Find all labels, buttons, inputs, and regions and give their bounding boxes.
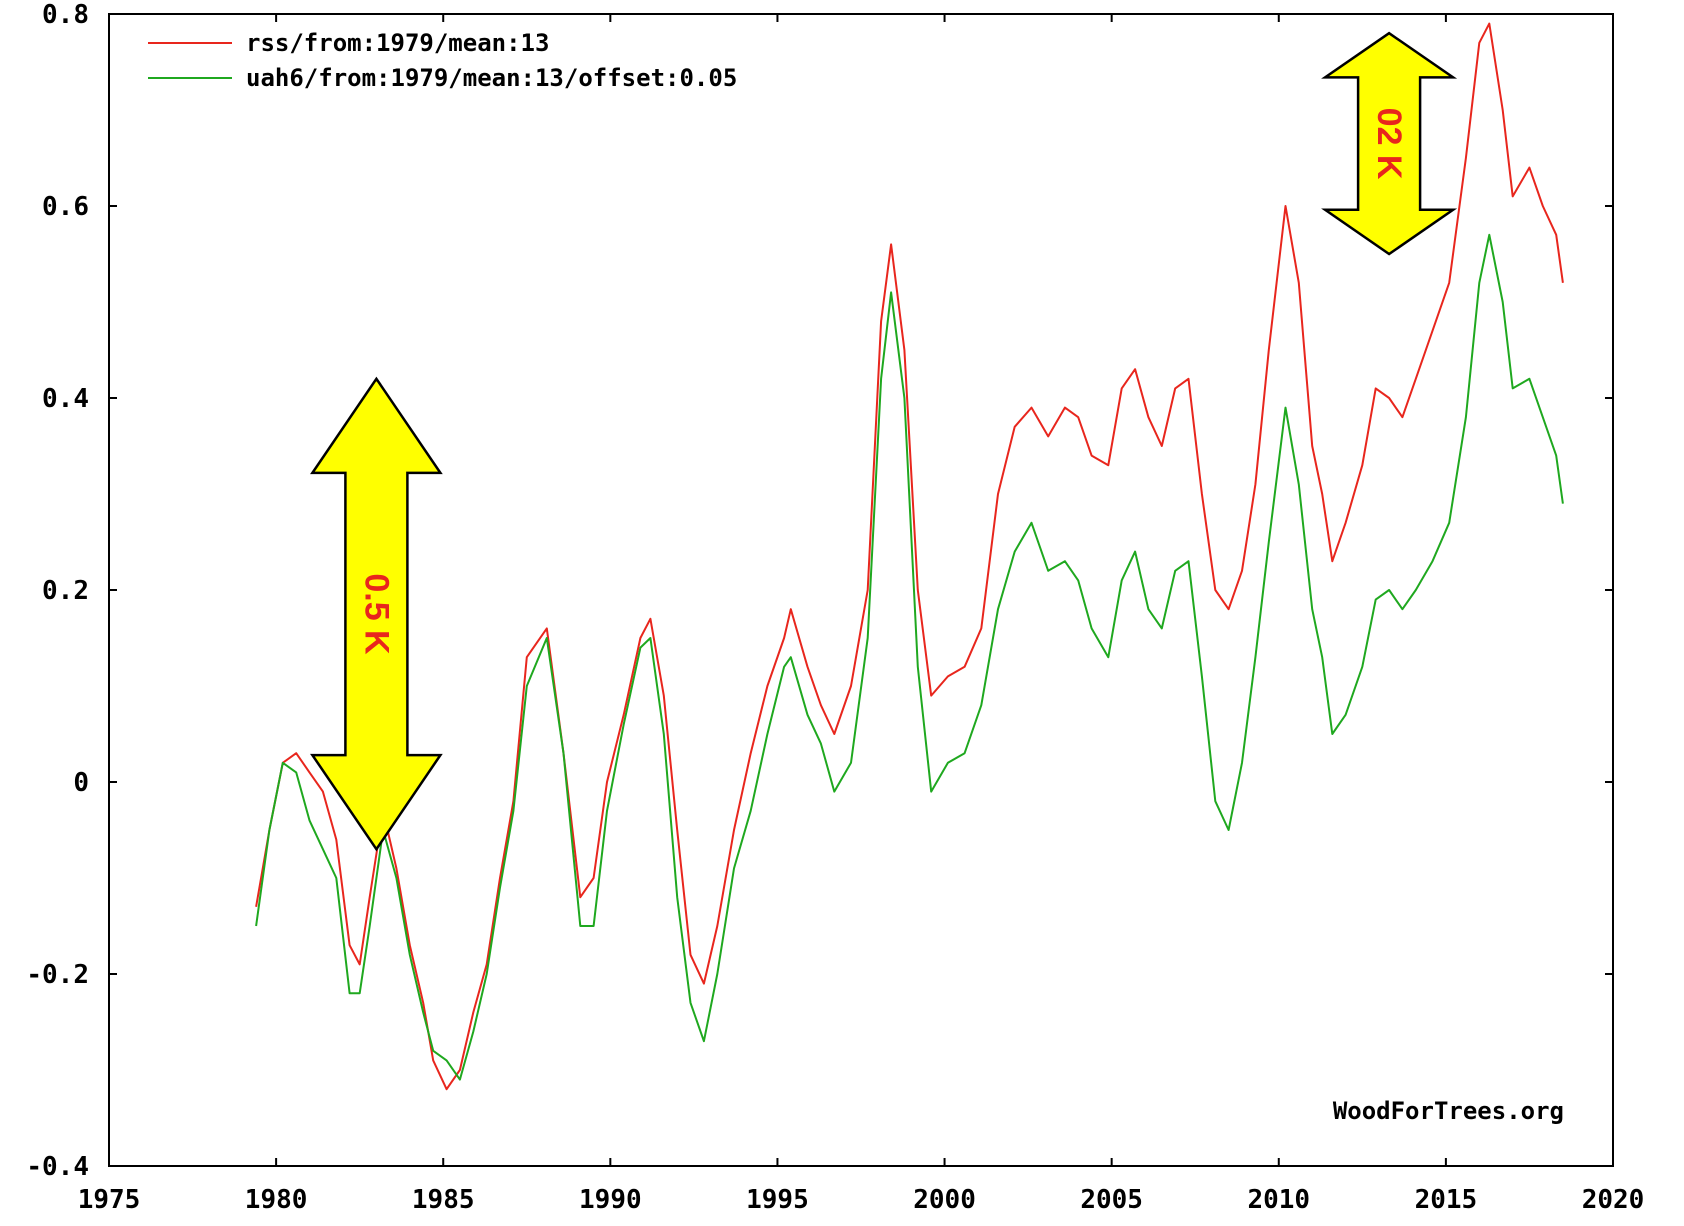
legend-label: rss/from:1979/mean:13 [246, 29, 549, 57]
y-tick-label: -0.2 [26, 960, 89, 990]
double-arrow-annotation [310, 376, 443, 852]
x-tick-label: 1995 [746, 1185, 809, 1215]
y-tick-label: -0.4 [26, 1152, 89, 1182]
x-tick-label: 1980 [245, 1185, 308, 1215]
y-tick-label: 0.2 [42, 576, 89, 606]
arrow-label: 02 K [1370, 108, 1408, 180]
axis-ticks: 1975 1980 1985 1990 1995 2000 2005 2010 2015 2020… [26, 0, 1644, 1215]
x-tick-label: 2020 [1582, 1185, 1645, 1215]
arrow-label: 0.5 K [357, 573, 395, 655]
y-tick-label: 0.4 [42, 384, 89, 414]
legend-label: uah6/from:1979/mean:13/offset:0.05 [246, 64, 737, 92]
series-line-uah6 [255, 233, 1564, 1081]
x-tick-label: 1985 [412, 1185, 475, 1215]
x-tick-label: 1975 [78, 1185, 141, 1215]
series-lines [255, 22, 1564, 1091]
plot-frame [108, 13, 1614, 1167]
x-tick-label: 2000 [913, 1185, 976, 1215]
watermark: WoodForTrees.org [1333, 1097, 1564, 1125]
annotations: 0.5 K 02 K [310, 31, 1458, 852]
x-tick-label: 1990 [579, 1185, 642, 1215]
y-tick-label: 0.8 [42, 0, 89, 30]
x-tick-label: 2005 [1080, 1185, 1143, 1215]
series-line-rss [255, 22, 1564, 1091]
y-tick-label: 0 [73, 768, 89, 798]
x-tick-label: 2015 [1415, 1185, 1478, 1215]
legend: rss/from:1979/mean:13 uah6/from:1979/mean… [148, 29, 737, 92]
y-tick-label: 0.6 [42, 192, 89, 222]
double-arrow-annotation [1321, 31, 1458, 256]
x-tick-label: 2010 [1247, 1185, 1310, 1215]
